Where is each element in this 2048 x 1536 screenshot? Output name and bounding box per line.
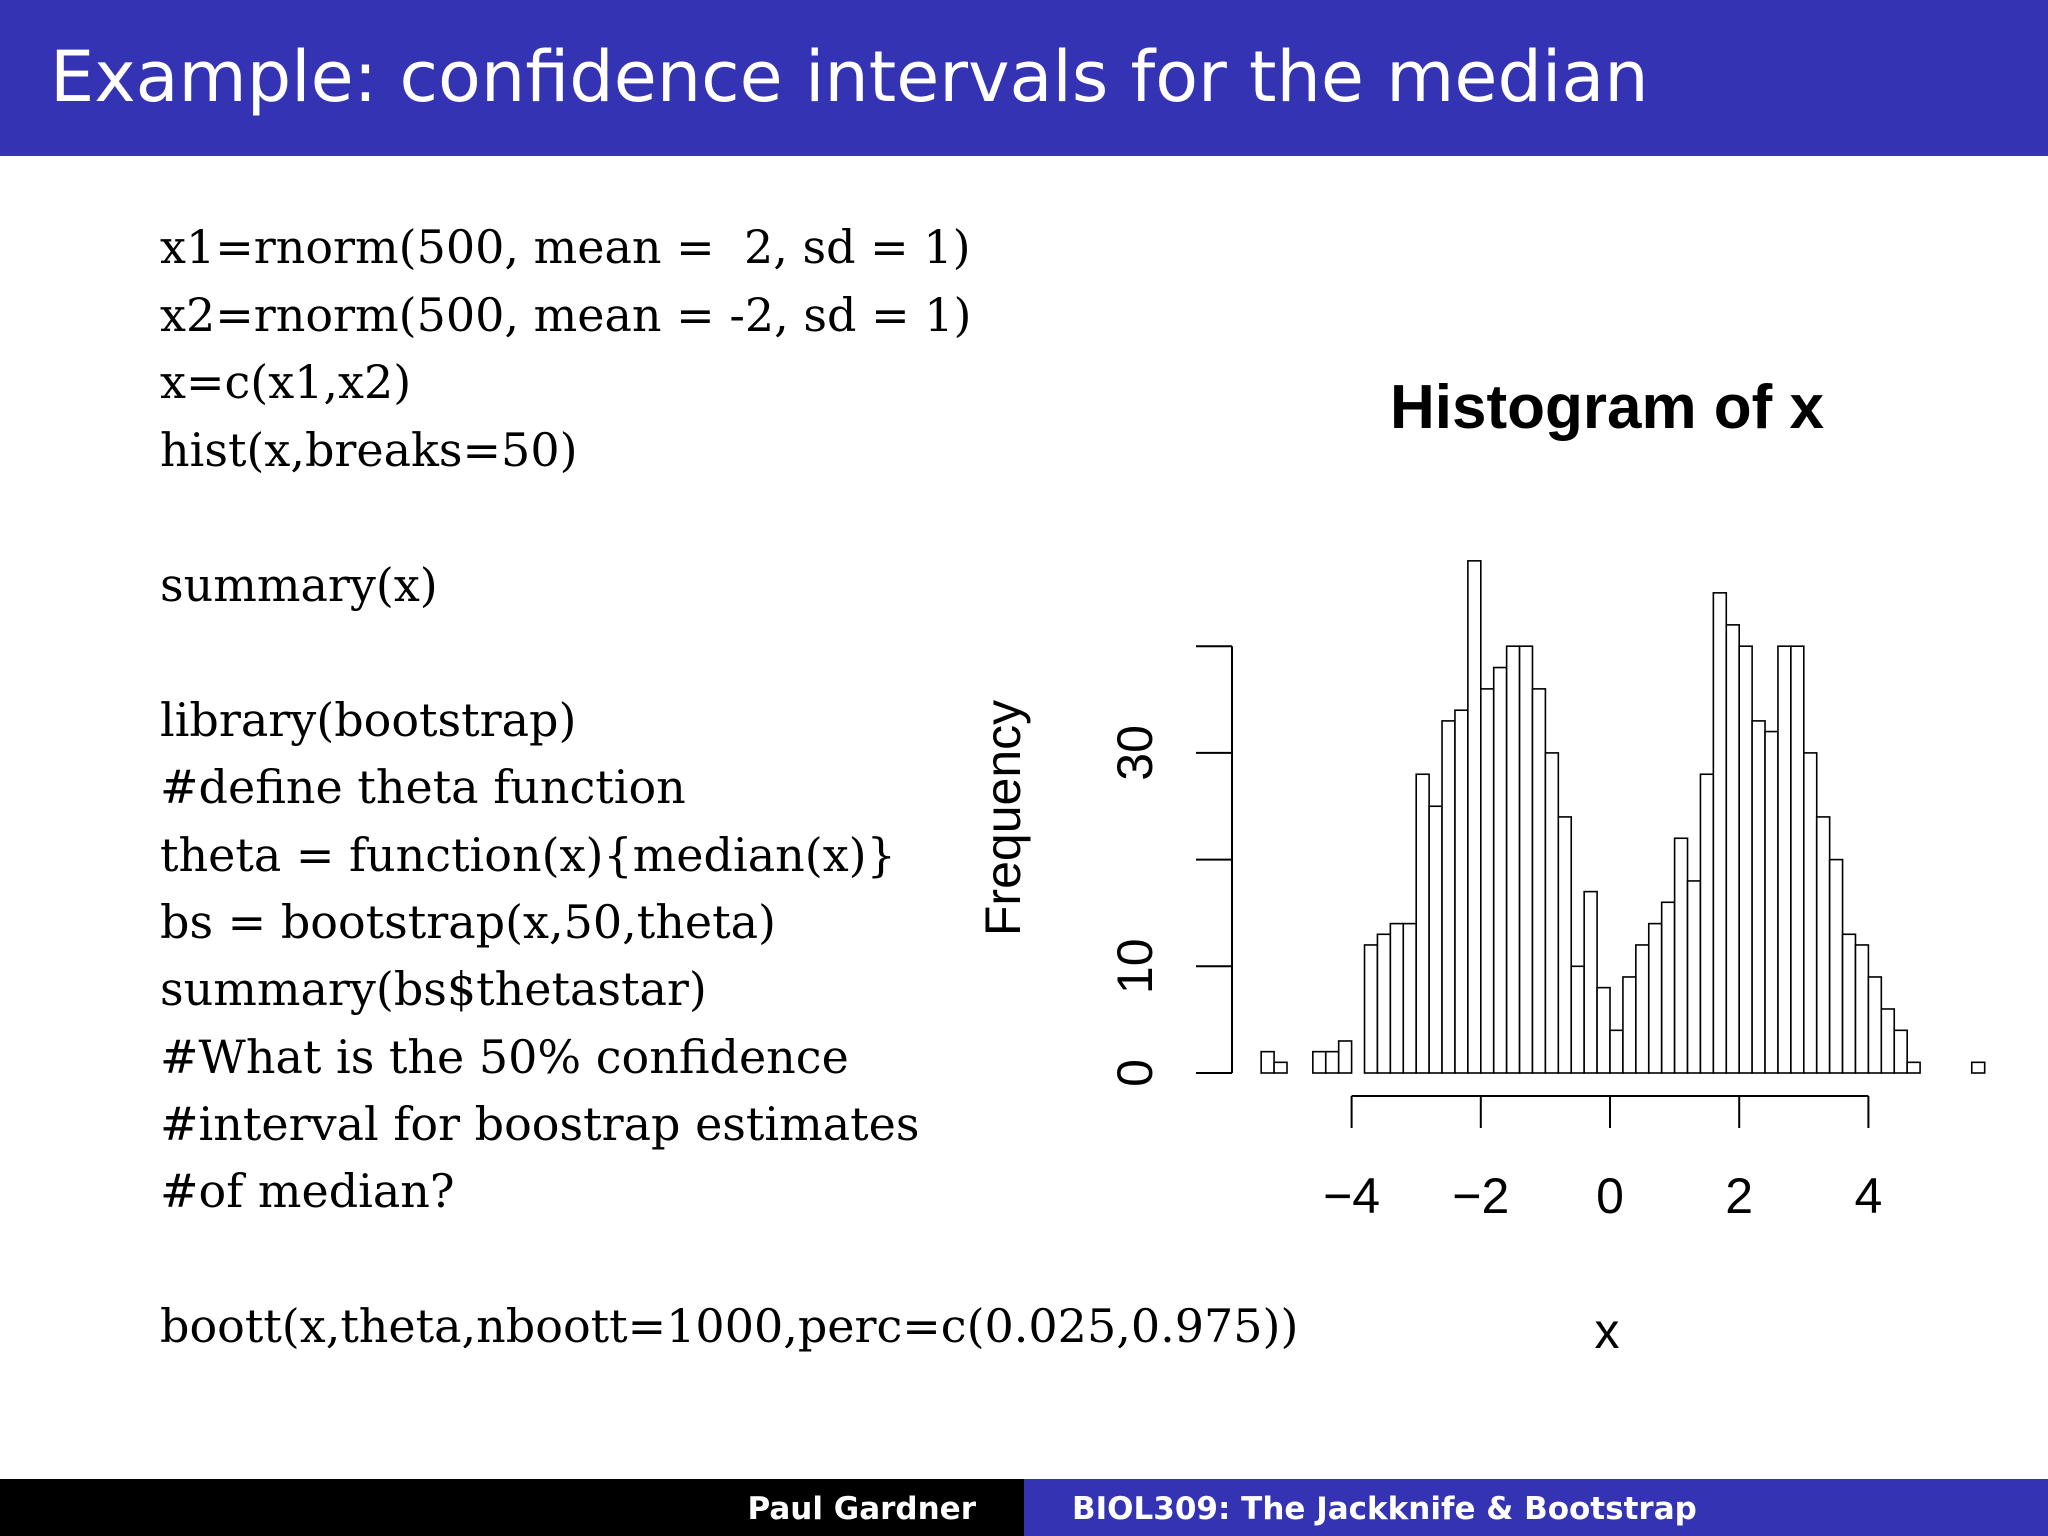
code-line: theta = function(x){median(x)} xyxy=(160,828,896,882)
code-line: hist(x,breaks=50) xyxy=(160,423,578,477)
x-axis-label: x xyxy=(1595,1303,1620,1359)
histogram-bar xyxy=(1376,933,1392,1074)
histogram-bar xyxy=(1699,773,1715,1074)
footer-author: Paul Gardner xyxy=(747,1491,976,1527)
code-line: #What is the 50% confidence xyxy=(160,1030,849,1084)
histogram-bar xyxy=(1635,944,1650,1074)
histogram-bar xyxy=(1596,986,1611,1074)
y-tick-label: 10 xyxy=(1107,938,1163,994)
histogram-bar xyxy=(1273,1061,1288,1074)
footer-left: Paul Gardner xyxy=(0,1479,1024,1536)
histogram-bar xyxy=(1609,1029,1624,1074)
histogram-bar xyxy=(1725,624,1741,1074)
histogram-bar xyxy=(1480,688,1495,1074)
code-line: bs = bootstrap(x,50,theta) xyxy=(160,895,776,949)
chart-title: Histogram of x xyxy=(1390,373,1825,442)
code-line: boott(x,theta,nboott=1000,perc=c(0.025,0… xyxy=(160,1299,1299,1353)
histogram-bar xyxy=(1906,1061,1921,1074)
histogram-bar xyxy=(1738,645,1753,1074)
code-line: #interval for boostrap estimates xyxy=(160,1097,920,1151)
code-line: library(bootstrap) xyxy=(160,693,577,747)
histogram-bar xyxy=(1686,880,1702,1074)
histogram-bar xyxy=(1531,688,1547,1074)
footer: Paul Gardner BIOL309: The Jackknife & Bo… xyxy=(0,1479,2048,1536)
x-tick-label: 0 xyxy=(1596,1168,1624,1224)
histogram-bar xyxy=(1337,1040,1353,1074)
histogram-bar xyxy=(1893,1029,1908,1074)
histogram-bar xyxy=(1505,645,1521,1074)
code-line: x2=rnorm(500, mean = -2, sd = 1) xyxy=(160,288,972,342)
code-line: x=c(x1,x2) xyxy=(160,355,412,409)
histogram-bar xyxy=(1324,1050,1340,1074)
histogram-bar xyxy=(1803,752,1818,1074)
title-bar: Example: confidence intervals for the me… xyxy=(0,0,2048,156)
footer-course: BIOL309: The Jackknife & Bootstrap xyxy=(1072,1491,1697,1527)
histogram-bar xyxy=(1454,709,1469,1074)
histogram-bar xyxy=(1777,645,1792,1074)
histogram-bar xyxy=(1363,944,1379,1074)
histogram-bar xyxy=(1544,752,1560,1074)
histogram-bar xyxy=(1557,816,1573,1074)
histogram-bar xyxy=(1854,944,1870,1074)
histogram-bar xyxy=(1570,965,1585,1074)
histogram-bar xyxy=(1467,560,1482,1074)
histogram-bar xyxy=(1673,837,1689,1074)
histogram-bar xyxy=(1415,773,1430,1074)
histogram-bar xyxy=(1583,890,1598,1074)
code-line: #define theta function xyxy=(160,760,686,814)
histogram-chart: Histogram of x Frequency x 0 10 30 −4 −2 0 2 4 xyxy=(975,373,1986,1359)
histogram-bar xyxy=(1622,976,1637,1074)
histogram-bar xyxy=(1312,1050,1327,1074)
histogram-bar xyxy=(1764,730,1779,1074)
histogram-bar xyxy=(1815,816,1831,1074)
histogram-bar xyxy=(1647,922,1663,1074)
code-line: summary(x) xyxy=(160,558,438,612)
histogram-bar xyxy=(1441,720,1456,1074)
histogram-bar xyxy=(1492,666,1508,1074)
histogram-bar xyxy=(1712,592,1728,1074)
footer-right: BIOL309: The Jackknife & Bootstrap xyxy=(1024,1479,2048,1536)
slide-title: Example: confidence intervals for the me… xyxy=(50,36,1649,118)
x-tick-label: −4 xyxy=(1323,1168,1380,1224)
x-tick-label: 2 xyxy=(1725,1168,1753,1224)
histogram-bar xyxy=(1260,1050,1275,1074)
histogram-bar xyxy=(1970,1061,1986,1074)
histogram-bar xyxy=(1751,720,1766,1074)
histogram-bar xyxy=(1828,858,1844,1074)
histogram-bar xyxy=(1841,933,1857,1074)
code-line: x1=rnorm(500, mean = 2, sd = 1) xyxy=(160,220,971,274)
histogram-bar xyxy=(1389,922,1405,1074)
histogram-bar xyxy=(1880,1008,1896,1074)
histogram-bar xyxy=(1402,922,1418,1074)
code-line: #of median? xyxy=(160,1164,455,1218)
code-line: summary(bs$thetastar) xyxy=(160,962,707,1016)
histogram-bar xyxy=(1428,805,1443,1074)
y-axis-label: Frequency xyxy=(975,700,1031,936)
histogram-bar xyxy=(1518,645,1534,1074)
x-tick-label: −2 xyxy=(1452,1168,1509,1224)
histogram-bar xyxy=(1660,901,1676,1074)
y-tick-label: 30 xyxy=(1107,725,1163,781)
histogram-bar xyxy=(1867,976,1883,1074)
x-tick-label: 4 xyxy=(1854,1168,1882,1224)
histogram-bar xyxy=(1790,645,1805,1074)
y-tick-label: 0 xyxy=(1107,1059,1163,1087)
